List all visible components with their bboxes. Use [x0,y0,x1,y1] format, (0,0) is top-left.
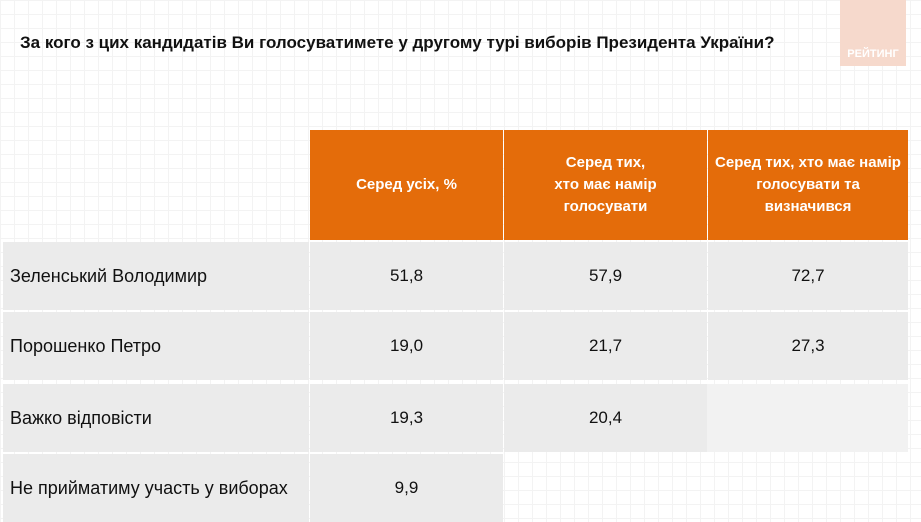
logo: РЕЙТИНГ [840,0,906,66]
empty-cell [707,384,908,452]
value-cell: 20,4 [504,384,707,452]
value-cell: 19,0 [310,312,503,380]
value-cell: 57,9 [504,242,707,310]
column-header: Серед тих, хто має намір голосувати [504,130,707,240]
value-cell: 19,3 [310,384,503,452]
value-cell: 27,3 [708,312,908,380]
value-cell: 72,7 [708,242,908,310]
value-cell: 51,8 [310,242,503,310]
row-label: Порошенко Петро [3,312,309,380]
value-cell: 9,9 [310,454,503,522]
column-header: Серед тих, хто має намір голосувати та в… [708,130,908,240]
row-label: Зеленський Володимир [3,242,309,310]
column-header: Серед усіх, % [310,130,503,240]
value-cell: 21,7 [504,312,707,380]
row-label: Важко відповісти [3,384,309,452]
title: За кого з цих кандидатів Ви голосуватиме… [20,33,775,52]
row-label: Не прийматиму участь у виборах [3,454,309,522]
